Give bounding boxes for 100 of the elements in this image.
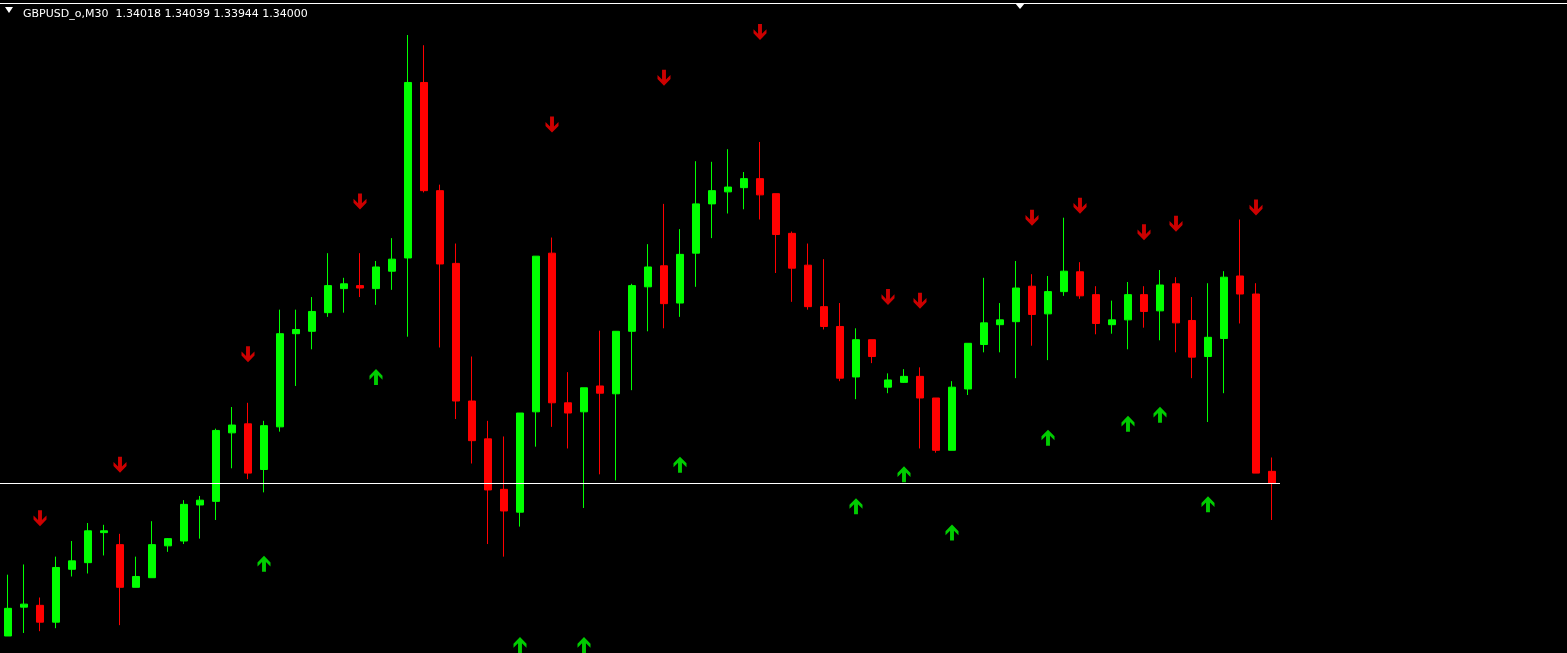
- candlestick: [1204, 282, 1212, 423]
- candlestick: [20, 563, 28, 634]
- candlestick: [964, 342, 972, 396]
- candlestick: [388, 237, 396, 291]
- candlestick: [900, 368, 908, 384]
- candlestick: [260, 420, 268, 493]
- point: [673, 456, 687, 473]
- candlestick: [148, 520, 156, 579]
- candlestick: [1012, 260, 1020, 379]
- point: [241, 346, 255, 363]
- point: [849, 498, 863, 515]
- point: [753, 24, 767, 40]
- point: [881, 289, 895, 306]
- candlestick: [324, 252, 332, 318]
- candlestick: [820, 258, 828, 330]
- candlestick: [1188, 296, 1196, 379]
- candlestick: [628, 283, 636, 391]
- candlestick: [660, 203, 668, 329]
- candlestick: [196, 495, 204, 540]
- candlestick: [68, 540, 76, 577]
- point: [257, 555, 271, 572]
- candlestick: [420, 44, 428, 193]
- candlestick: [1252, 282, 1260, 474]
- candlestick: [244, 402, 252, 480]
- candlestick: [1092, 285, 1100, 335]
- point: [1249, 199, 1263, 216]
- candlestick: [100, 524, 108, 556]
- candlestick: [852, 327, 860, 400]
- candlestick: [1220, 270, 1228, 394]
- point: [353, 193, 367, 210]
- candlestick: [884, 372, 892, 394]
- point: [33, 510, 47, 527]
- candlestick: [756, 141, 764, 221]
- candlestick: [916, 366, 924, 449]
- candlestick: [548, 237, 556, 428]
- point: [545, 116, 559, 133]
- candlestick: [932, 397, 940, 454]
- candlestick: [276, 309, 284, 433]
- point: [1073, 197, 1087, 214]
- candlestick: [404, 34, 412, 338]
- candlestick: [52, 556, 60, 629]
- point: [1121, 415, 1135, 432]
- candlestick: [1156, 269, 1164, 341]
- point: [513, 637, 527, 653]
- candlestick: [596, 330, 604, 475]
- point: [1041, 429, 1055, 446]
- candlestick: [580, 387, 588, 509]
- point: [369, 368, 383, 385]
- candlestick: [644, 243, 652, 332]
- candlestick: [724, 148, 732, 214]
- point: [1201, 496, 1215, 513]
- candlestick: [212, 428, 220, 521]
- candlestick: [1076, 261, 1084, 300]
- point: [577, 637, 591, 653]
- candlestick: [612, 330, 620, 481]
- point: [913, 292, 927, 309]
- point: [1137, 224, 1151, 241]
- candlestick: [500, 435, 508, 558]
- candlestick: [836, 302, 844, 382]
- candlestick: [1268, 456, 1276, 521]
- candlestick: [676, 228, 684, 318]
- candlestick: [340, 277, 348, 314]
- candlestick: [708, 161, 716, 239]
- candlestick: [484, 420, 492, 545]
- candlestick: [84, 522, 92, 574]
- point: [113, 456, 127, 473]
- candlestick: [356, 252, 364, 298]
- candlestick: [180, 499, 188, 545]
- candlestick: [740, 171, 748, 210]
- candlestick: [4, 574, 12, 637]
- chart-title: GBPUSD_o,M30 1.34018 1.34039 1.33944 1.34000: [23, 7, 308, 20]
- candlestick: [116, 533, 124, 626]
- candlestick: [1060, 217, 1068, 297]
- candlestick: [292, 309, 300, 387]
- candlestick: [164, 537, 172, 553]
- candlestick: [452, 243, 460, 420]
- candlestick: [1044, 275, 1052, 361]
- candlestick: [372, 260, 380, 306]
- candlestick: [532, 255, 540, 448]
- point: [897, 466, 911, 483]
- candlestick: [564, 371, 572, 449]
- candlestick: [228, 406, 236, 469]
- candlestick: [308, 296, 316, 350]
- candlestick: [132, 556, 140, 588]
- candlestick: [36, 597, 44, 632]
- candlestick: [516, 412, 524, 528]
- candlestick: [1028, 273, 1036, 347]
- candlestick: [772, 193, 780, 274]
- candlestick: [788, 231, 796, 303]
- candlestick: [1236, 219, 1244, 324]
- point: [1169, 215, 1183, 232]
- candlestick: [468, 356, 476, 464]
- point: [945, 524, 959, 541]
- candlestick: [1124, 281, 1132, 350]
- candlestick: [1108, 300, 1116, 335]
- point: [1025, 209, 1039, 226]
- candlestick: [1140, 285, 1148, 329]
- candlestick: [692, 160, 700, 288]
- candlestick: [436, 184, 444, 349]
- candlestick: [804, 243, 812, 311]
